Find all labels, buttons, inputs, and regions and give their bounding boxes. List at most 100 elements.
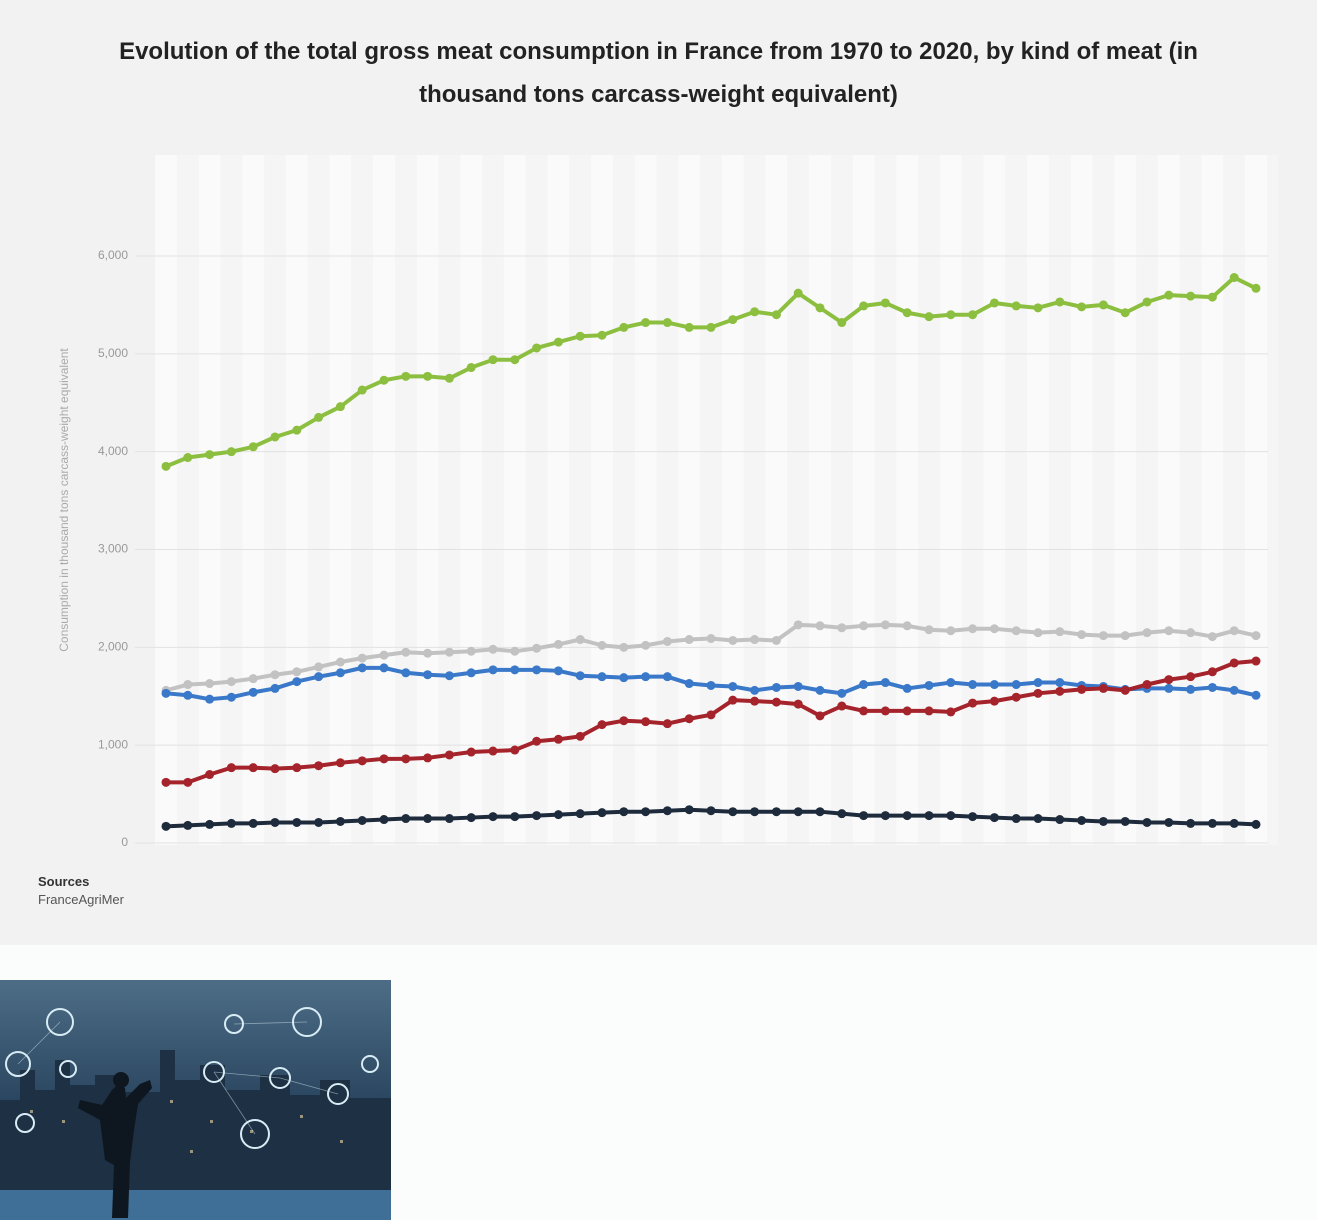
data-point: [379, 663, 389, 673]
data-point: [1229, 818, 1239, 828]
data-point: [946, 811, 956, 821]
data-point: [1142, 680, 1152, 690]
data-point: [423, 371, 433, 381]
band: [591, 155, 613, 845]
data-point: [444, 750, 454, 760]
data-point: [335, 758, 345, 768]
data-point: [1011, 692, 1021, 702]
data-point: [837, 318, 847, 328]
data-point: [597, 808, 607, 818]
y-tick-label: 0: [121, 835, 128, 849]
data-point: [1207, 667, 1217, 677]
data-point: [205, 679, 215, 689]
data-point: [1186, 672, 1196, 682]
band: [329, 155, 352, 845]
data-point: [444, 647, 454, 657]
data-point: [815, 685, 825, 695]
data-point: [968, 310, 978, 320]
data-point: [1011, 680, 1021, 690]
y-tick-label: 2,000: [98, 640, 128, 654]
data-point: [183, 820, 193, 830]
data-point: [488, 812, 498, 822]
data-point: [662, 318, 672, 328]
data-point: [1229, 685, 1239, 695]
data-point: [793, 620, 803, 630]
band: [634, 155, 657, 845]
data-point: [1207, 818, 1217, 828]
data-point: [1033, 303, 1043, 313]
data-point: [880, 298, 890, 308]
data-point: [183, 680, 193, 690]
data-point: [205, 694, 215, 704]
data-point: [1164, 675, 1174, 685]
data-point: [1164, 626, 1174, 636]
data-point: [532, 811, 542, 821]
data-point: [706, 322, 716, 332]
data-point: [205, 819, 215, 829]
data-point: [1011, 626, 1021, 636]
data-point: [1077, 815, 1087, 825]
data-point: [641, 717, 651, 727]
data-point: [859, 680, 869, 690]
data-point: [880, 811, 890, 821]
data-point: [1098, 631, 1108, 641]
band: [155, 155, 177, 845]
data-point: [641, 318, 651, 328]
data-point: [771, 697, 781, 707]
data-point: [880, 678, 890, 688]
data-point: [161, 777, 171, 787]
data-point: [968, 698, 978, 708]
data-point: [968, 624, 978, 634]
data-point: [641, 640, 651, 650]
data-point: [1120, 816, 1130, 826]
data-point: [553, 734, 563, 744]
data-point: [859, 621, 869, 631]
data-point: [750, 635, 760, 645]
data-point: [619, 673, 629, 683]
data-point: [1251, 690, 1261, 700]
band: [460, 155, 483, 845]
data-point: [684, 805, 694, 815]
source: Sources FranceAgriMer: [38, 873, 124, 909]
data-point: [1033, 628, 1043, 638]
data-point: [924, 680, 934, 690]
data-point: [292, 763, 302, 773]
data-point: [314, 662, 324, 672]
data-point: [641, 807, 651, 817]
data-point: [902, 811, 912, 821]
data-point: [662, 806, 672, 816]
data-point: [335, 816, 345, 826]
data-point: [553, 666, 563, 676]
data-point: [1098, 816, 1108, 826]
data-point: [532, 343, 542, 353]
data-point: [1164, 290, 1174, 300]
data-point: [335, 402, 345, 412]
data-point: [314, 412, 324, 422]
data-point: [859, 811, 869, 821]
data-point: [1055, 686, 1065, 696]
data-point: [1120, 685, 1130, 695]
data-point: [270, 432, 280, 442]
data-point: [248, 442, 258, 452]
data-point: [706, 710, 716, 720]
band: [852, 155, 875, 845]
data-point: [161, 821, 171, 831]
data-point: [1229, 626, 1239, 636]
data-point: [728, 635, 738, 645]
data-point: [401, 668, 411, 678]
data-point: [946, 707, 956, 717]
data-point: [706, 806, 716, 816]
data-point: [859, 706, 869, 716]
data-point: [706, 680, 716, 690]
data-point: [205, 450, 215, 460]
data-point: [924, 312, 934, 322]
data-point: [728, 807, 738, 817]
data-point: [488, 644, 498, 654]
data-point: [597, 672, 607, 682]
data-point: [444, 671, 454, 681]
data-point: [1055, 815, 1065, 825]
data-point: [902, 308, 912, 318]
data-point: [793, 807, 803, 817]
data-point: [510, 646, 520, 656]
band: [896, 155, 919, 845]
